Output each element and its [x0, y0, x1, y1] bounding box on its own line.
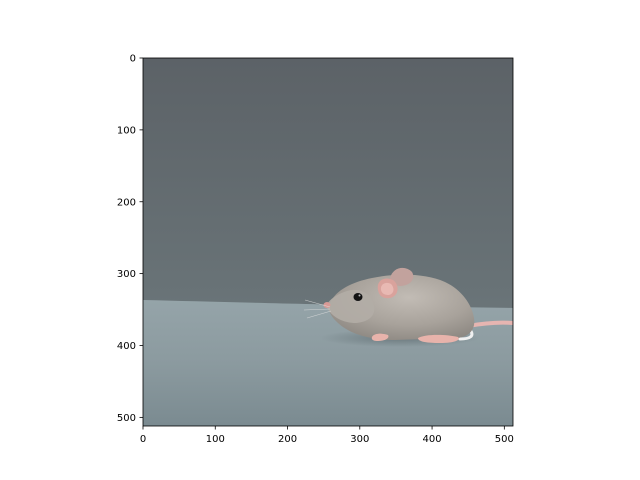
y-axis: 0 100 200 300 400 500 — [117, 54, 143, 424]
mouse-photo — [143, 58, 513, 426]
x-tick-label: 0 — [140, 434, 146, 445]
y-tick-label: 0 — [130, 54, 136, 65]
x-tick-label: 300 — [350, 434, 369, 445]
y-tick-label: 200 — [117, 197, 136, 208]
x-tick-label: 400 — [423, 434, 442, 445]
x-tick-label: 100 — [206, 434, 225, 445]
x-axis: 0 100 200 300 400 500 — [140, 426, 514, 445]
y-tick-label: 400 — [117, 341, 136, 352]
x-tick-label: 500 — [495, 434, 514, 445]
y-tick-label: 300 — [117, 269, 136, 280]
y-tick-label: 500 — [117, 413, 136, 424]
x-tick-label: 200 — [278, 434, 297, 445]
axes-frame — [142, 57, 514, 427]
y-tick-label: 100 — [117, 125, 136, 136]
